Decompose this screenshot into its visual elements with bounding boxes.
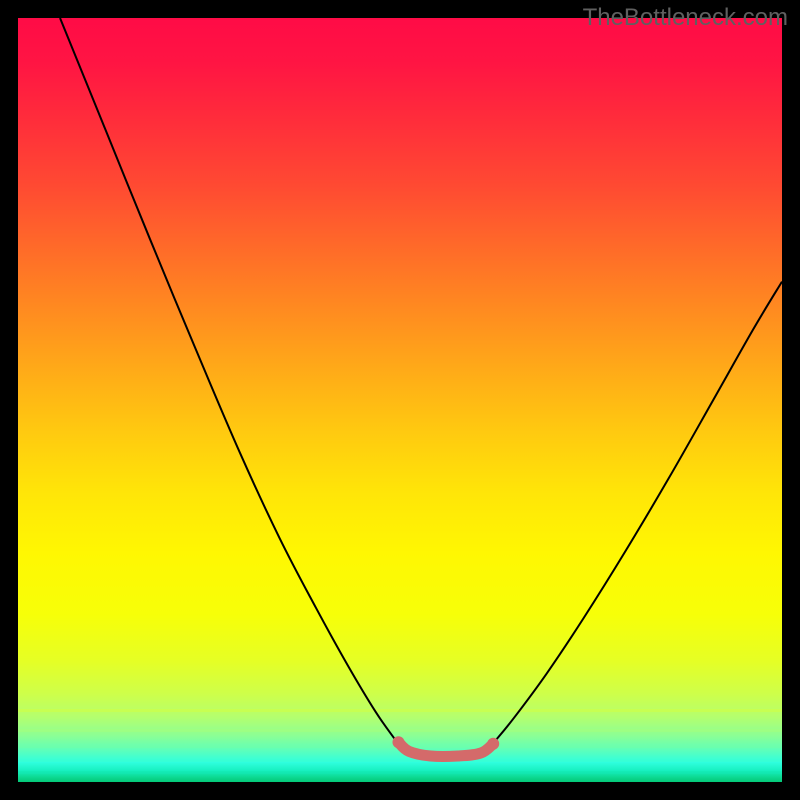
plot-area: [18, 18, 782, 782]
accent-band: [18, 709, 782, 712]
accent-band: [18, 745, 782, 748]
curve-right: [495, 282, 782, 742]
curve-left: [60, 18, 395, 740]
accent-band: [18, 729, 782, 732]
chart-frame: TheBottleneck.com: [0, 0, 800, 800]
watermark-text: TheBottleneck.com: [583, 4, 788, 32]
curve-layer: [18, 18, 782, 782]
accent-band: [18, 771, 782, 773]
accent-band: [18, 759, 782, 762]
